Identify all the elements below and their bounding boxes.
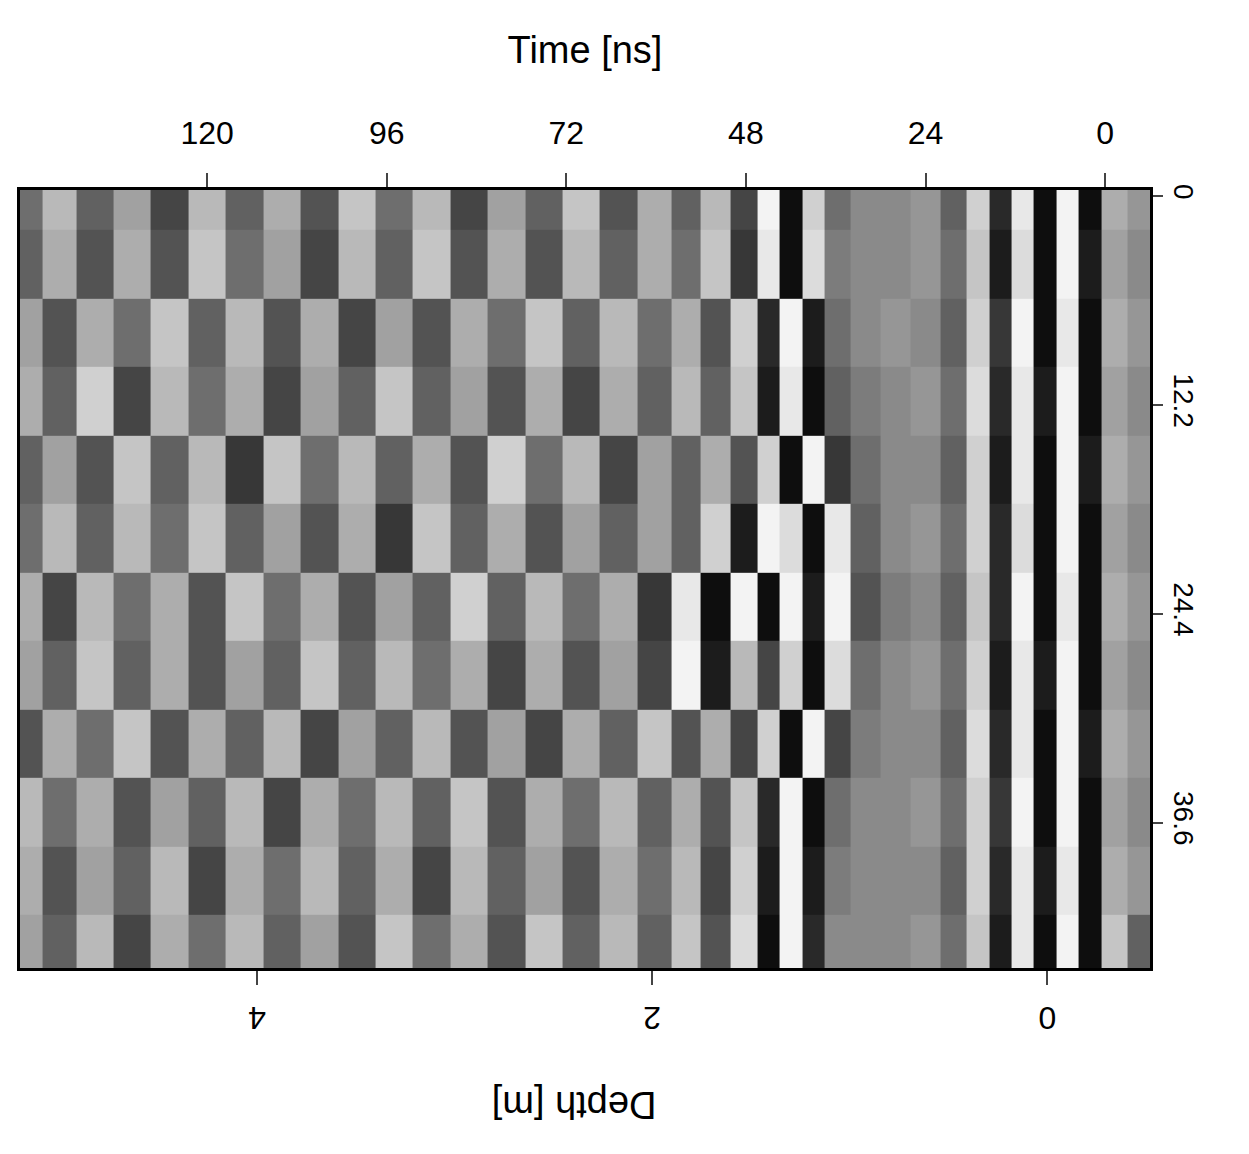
svg-text:24.4: 24.4 <box>1168 582 1199 637</box>
svg-text:0: 0 <box>1168 184 1199 200</box>
svg-text:120: 120 <box>180 115 233 151</box>
svg-text:12.2: 12.2 <box>1168 373 1199 428</box>
svg-text:Depth [m]: Depth [m] <box>492 1084 657 1126</box>
svg-text:72: 72 <box>548 115 584 151</box>
svg-text:4: 4 <box>248 1000 266 1036</box>
svg-text:0: 0 <box>1038 1000 1056 1036</box>
svg-text:36.6: 36.6 <box>1168 791 1199 846</box>
svg-text:0: 0 <box>1096 115 1114 151</box>
svg-text:24: 24 <box>908 115 944 151</box>
svg-text:2: 2 <box>643 1000 661 1036</box>
svg-text:48: 48 <box>728 115 764 151</box>
svg-text:96: 96 <box>369 115 405 151</box>
svg-text:Time [ns]: Time [ns] <box>508 29 663 71</box>
